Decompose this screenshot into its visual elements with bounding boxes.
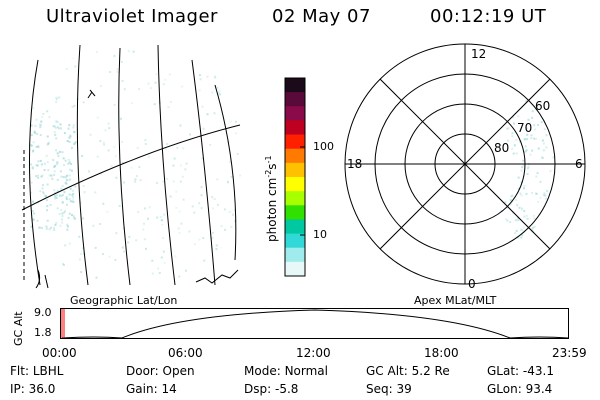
colorbar-tick-100: 100 (313, 140, 334, 153)
mlat-label-60: 60 (535, 99, 550, 113)
timeline-x-tick: 06:00 (168, 346, 203, 360)
timeline-x-tick: 00:00 (42, 346, 77, 360)
colorbar-cell (285, 120, 305, 136)
apex-panel-label: Apex MLat/MLT (414, 294, 497, 307)
colorbar-unit-label: photon cm-2s-1 (264, 155, 279, 242)
geographic-grid (21, 44, 241, 289)
colorbar-cell (285, 177, 305, 192)
timeline-x-tick: 18:00 (424, 346, 459, 360)
info-gc-alt: GC Alt: 5.2 Re (366, 364, 450, 378)
time-label: 00:12:19 UT (430, 6, 547, 27)
timeline-y-tick: 9.0 (34, 306, 52, 319)
colorbar-cell (285, 219, 305, 235)
meridian-line (76, 44, 89, 286)
timeline-x-tick: 23:59 (552, 346, 587, 360)
meridian-line (191, 59, 216, 286)
instrument-title: Ultraviolet Imager (46, 6, 218, 27)
meridian-line (29, 59, 41, 286)
polar-diagonal (379, 78, 551, 250)
mlat-label-80: 80 (494, 141, 509, 155)
colorbar-cell (285, 92, 305, 107)
timeline-y-axis-label: GC Alt (12, 311, 25, 346)
info-mode: Mode: Normal (244, 364, 328, 378)
coastline (35, 269, 49, 289)
colorbar-cell (285, 162, 305, 178)
date-label: 02 May 07 (272, 6, 371, 27)
meridian-line (157, 44, 176, 286)
colorbar-cell (285, 106, 305, 121)
colorbar-cell (285, 134, 305, 150)
colorbar-tick-10: 10 (313, 228, 327, 241)
colorbar-cell (285, 247, 305, 263)
info-ip: IP: 36.0 (10, 382, 56, 396)
polar-mlat-mlt-plot: 12 18 6 0 60 70 80 (344, 43, 586, 291)
altitude-timeline-plot (60, 308, 569, 339)
info-door: Door: Open (126, 364, 195, 378)
timeline-y-tick: 1.8 (34, 326, 52, 339)
coastline (87, 89, 96, 99)
color-bar (284, 77, 306, 277)
colorbar-cell (285, 191, 305, 206)
info-glon: GLon: 93.4 (487, 382, 553, 396)
colorbar-cell (285, 261, 305, 277)
meridian-line (214, 84, 237, 261)
info-seq: Seq: 39 (366, 382, 412, 396)
colorbar-cell (285, 205, 305, 220)
mlt-label-0: 0 (468, 277, 476, 291)
mlat-label-70: 70 (517, 121, 532, 135)
mlt-label-6: 6 (575, 157, 583, 171)
colorbar-cell (285, 148, 305, 164)
meridian-line (118, 47, 131, 286)
info-filter: Flt: LBHL (10, 364, 64, 378)
colorbar-cell (285, 233, 305, 249)
emission-speckle (30, 50, 242, 282)
geographic-panel-label: Geographic Lat/Lon (70, 294, 178, 307)
colorbar-cell (285, 78, 305, 93)
coastline (195, 269, 239, 284)
altitude-curve (61, 309, 569, 339)
timeline-x-tick: 12:00 (296, 346, 331, 360)
info-gain: Gain: 14 (126, 382, 177, 396)
mlt-label-12: 12 (471, 47, 486, 61)
parallel-line (21, 124, 241, 211)
info-glat: GLat: -43.1 (487, 364, 554, 378)
info-dsp: Dsp: -5.8 (244, 382, 299, 396)
mlt-label-18: 18 (347, 157, 362, 171)
